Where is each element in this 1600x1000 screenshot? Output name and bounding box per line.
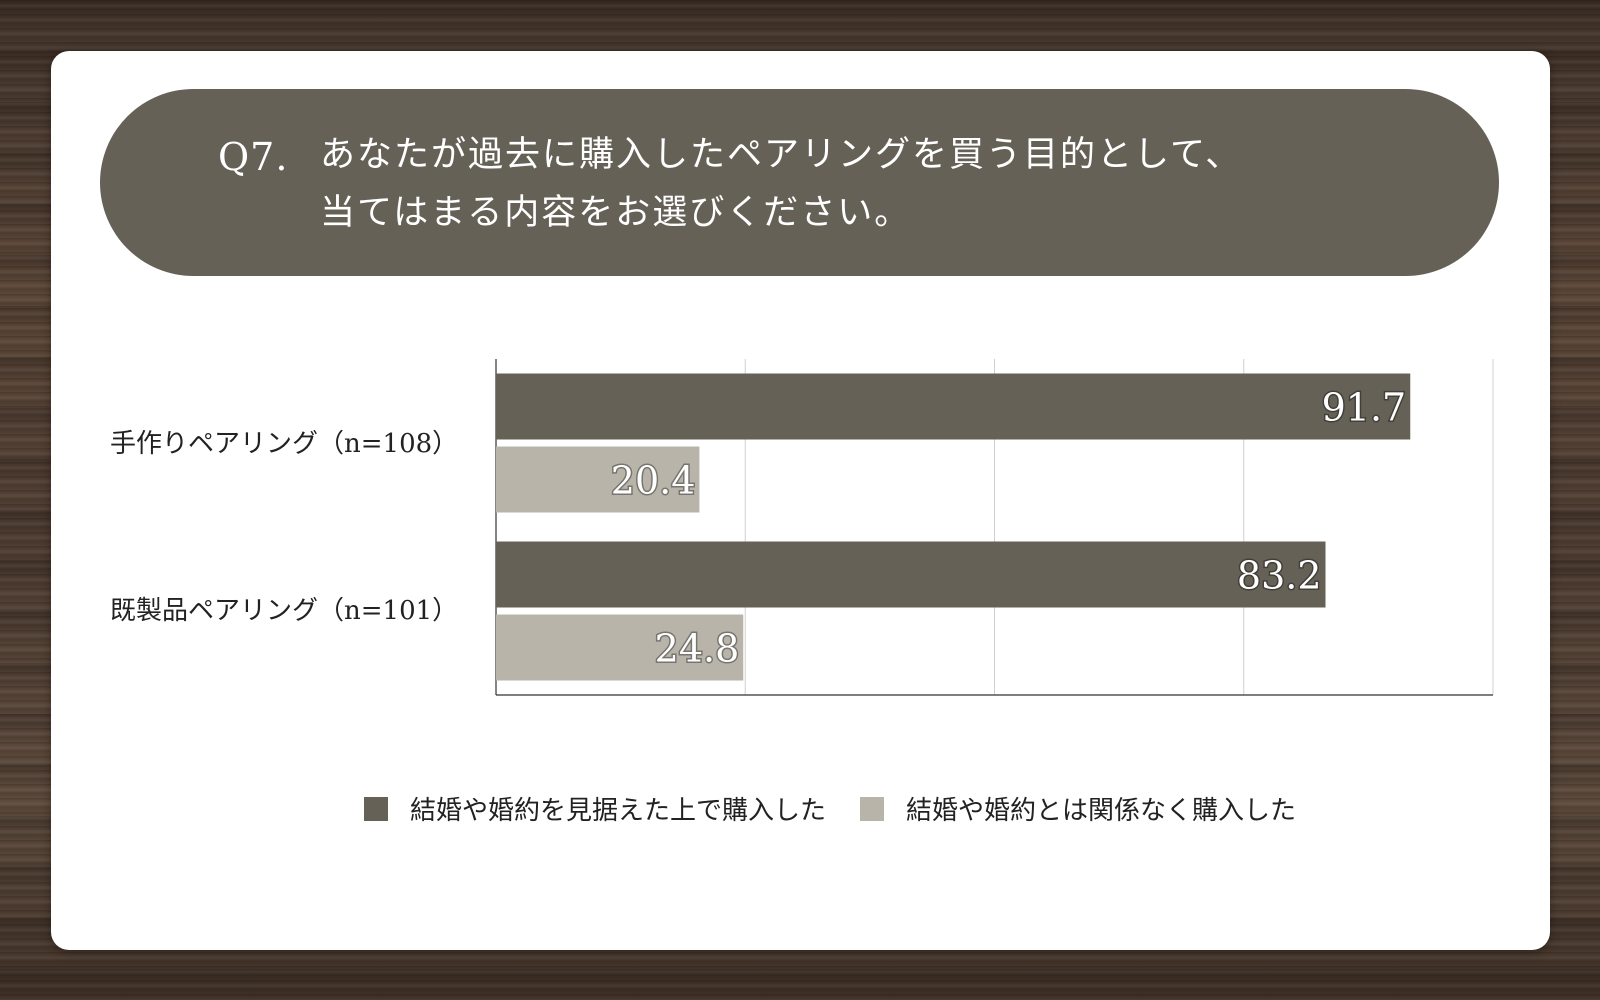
bar-1-1 — [496, 373, 1411, 440]
chart-legend: 結婚や婚約を見据えた上で購入した 結婚や婚約とは関係なく購入した — [364, 790, 1330, 827]
category-label-handmade: 手作りペアリング（n=108） — [110, 429, 459, 459]
bar-2-1 — [496, 446, 700, 513]
legend-swatch-series1 — [364, 796, 388, 821]
data-label: 83.2 — [1237, 554, 1322, 598]
data-label: 91.7 — [1322, 386, 1407, 430]
question-text-line1: あなたが過去に購入したペアリングを買う目的として、 — [320, 135, 1243, 175]
bar-1-2 — [496, 541, 1326, 608]
category-label-readymade: 既製品ペアリング（n=101） — [110, 596, 459, 626]
legend-swatch-series2 — [860, 796, 885, 821]
legend-item-series1: 結婚や婚約を見据えた上で購入した — [364, 790, 826, 827]
legend-label-series2: 結婚や婚約とは関係なく購入した — [906, 796, 1297, 826]
question-banner — [100, 89, 1499, 276]
question-text-line2: 当てはまる内容をお選びください。 — [320, 193, 912, 233]
data-label: 20.4 — [611, 459, 696, 503]
bar-2-2 — [496, 614, 744, 681]
legend-label-series1: 結婚や婚約を見据えた上で購入した — [410, 796, 827, 826]
question-number: Q7. — [218, 135, 289, 179]
data-label: 24.8 — [655, 627, 740, 671]
legend-item-series2: 結婚や婚約とは関係なく購入した — [860, 790, 1296, 827]
